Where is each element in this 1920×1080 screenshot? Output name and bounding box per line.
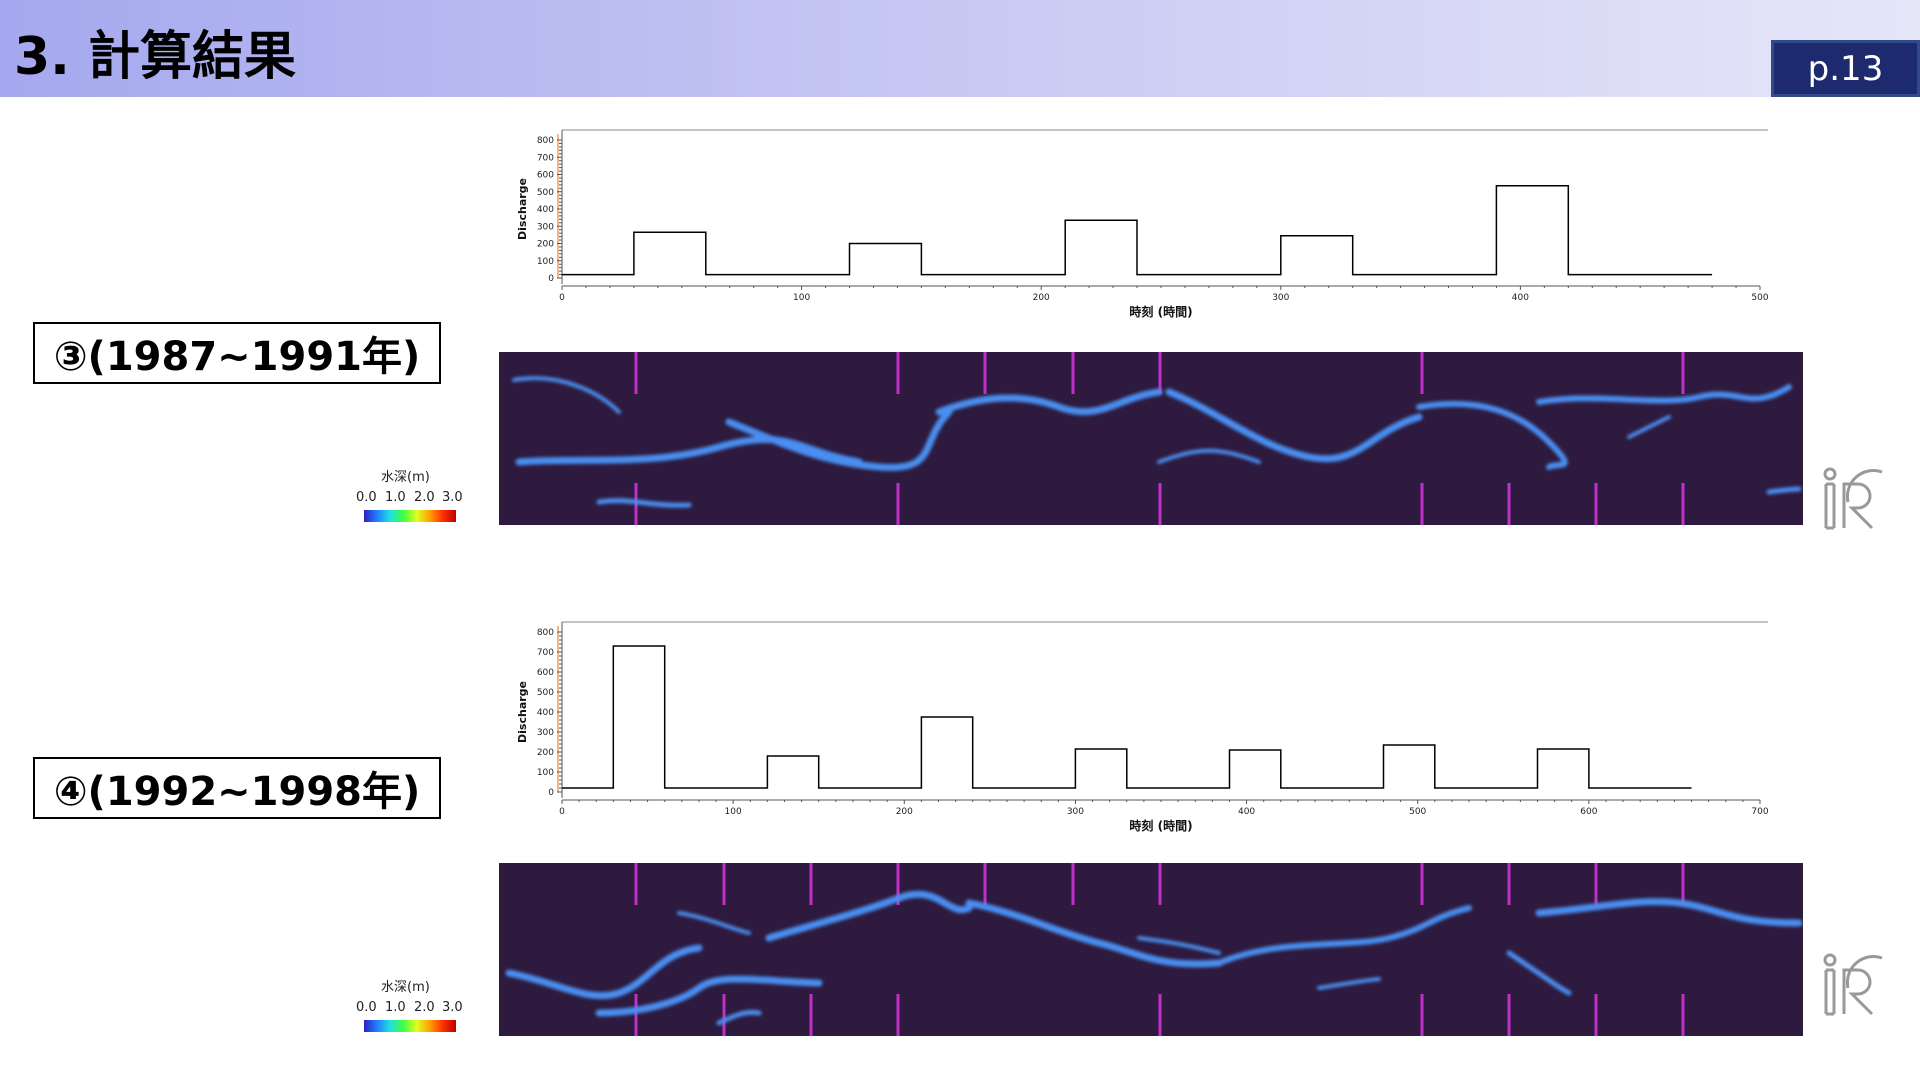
iric-logo-icon [1823,467,1883,530]
channel-path [677,911,751,935]
x-tick-label: 0 [559,293,565,303]
y-tick-label: 500 [537,188,554,198]
x-tick-label: 500 [1409,807,1426,817]
legend-tick: 1.0 [385,1000,406,1015]
channel-path [1535,898,1803,927]
y-tick-label: 800 [537,628,554,638]
depth-colorbar [364,1020,456,1032]
channel-path [512,376,621,414]
legend-title: 水深(m) [381,980,430,995]
legend-title: 水深(m) [381,470,430,485]
y-tick-label: 700 [537,153,554,163]
x-tick-label: 600 [1580,807,1597,817]
x-tick-label: 500 [1751,293,1768,303]
y-tick-label: 400 [537,205,554,215]
channel-path [1536,384,1792,405]
channel-path [1416,400,1568,470]
x-tick-label: 300 [1067,807,1084,817]
y-tick-label: 300 [537,222,554,232]
channel-path [1137,936,1221,955]
y-tick-label: 600 [537,668,554,678]
x-axis-label: 時刻 (時間) [1129,304,1192,319]
channel-path [1317,977,1381,990]
period-label-1992-1998: ④(1992~1998年) [33,757,441,819]
x-axis-label: 時刻 (時間) [1129,818,1192,833]
discharge-chart-1992-1998: 0 100 200 300 400 500 600 700 0 100 200 300 400 500 60… [516,621,1769,833]
channel-group [505,890,1803,1026]
riverbed-depth-map-1987-1991 [499,352,1803,525]
legend-tick: 3.0 [442,1000,463,1015]
y-tick-label: 600 [537,171,554,181]
period-label-1987-1991: ③(1987~1991年) [33,322,441,384]
riverbed-depth-map-1992-1998 [499,863,1803,1036]
y-tick-label: 200 [537,748,554,758]
channel-path [515,436,863,466]
page-title: 3. 計算結果 [14,27,297,87]
x-tick-label: 0 [559,807,565,817]
y-tick-label: 0 [548,788,554,798]
y-tick-label: 400 [537,708,554,718]
channel-path [1165,388,1423,463]
channel-path [505,944,703,1000]
channel-path [765,890,973,942]
channel-path [1216,905,1472,966]
y-tick-label: 300 [537,728,554,738]
channel-path [716,1009,762,1026]
legend-tick: 1.0 [385,490,406,505]
channel-path [1627,415,1671,439]
channel-path [935,388,1163,416]
legend-tick: 0.0 [356,490,377,505]
legend-tick: 3.0 [442,490,463,505]
channel-path [595,975,823,1017]
legend-tick: 0.0 [356,1000,377,1015]
legend-tick: 2.0 [414,1000,435,1015]
channel-path [725,408,953,472]
x-tick-label: 400 [1512,293,1529,303]
depth-colorbar [364,510,456,522]
legend-tick: 2.0 [414,490,435,505]
x-tick-label: 200 [1033,293,1050,303]
map-background [499,352,1803,525]
y-axis-label: Discharge [516,681,529,743]
x-tick-label: 300 [1272,293,1289,303]
page-number-badge: p.13 [1771,40,1920,97]
x-tick-label: 100 [725,807,742,817]
channel-path [596,498,692,508]
y-tick-label: 100 [537,257,554,267]
map-background [499,863,1803,1036]
y-tick-label: 100 [537,768,554,778]
channel-path [1766,486,1802,495]
discharge-chart-1987-1991: 0 100 200 300 400 500 0 100 200 300 400 500 600 700 80… [516,129,1769,319]
y-axis-label: Discharge [516,178,529,240]
y-tick-label: 700 [537,648,554,658]
channel-path [965,899,1223,968]
y-tick-label: 0 [548,274,554,284]
header-bar: 3. 計算結果 [0,0,1920,97]
channel-path [1157,448,1261,464]
y-tick-label: 800 [537,136,554,146]
x-tick-label: 400 [1238,807,1255,817]
x-tick-label: 200 [896,807,913,817]
channel-path [1506,950,1572,996]
iric-logo-icon [1823,953,1883,1016]
x-tick-label: 700 [1751,807,1768,817]
y-tick-label: 200 [537,240,554,250]
discharge-series-line [562,184,1713,276]
y-tick-label: 500 [537,688,554,698]
discharge-series-line [562,645,1692,789]
x-tick-label: 100 [793,293,810,303]
channel-group [512,376,1802,508]
